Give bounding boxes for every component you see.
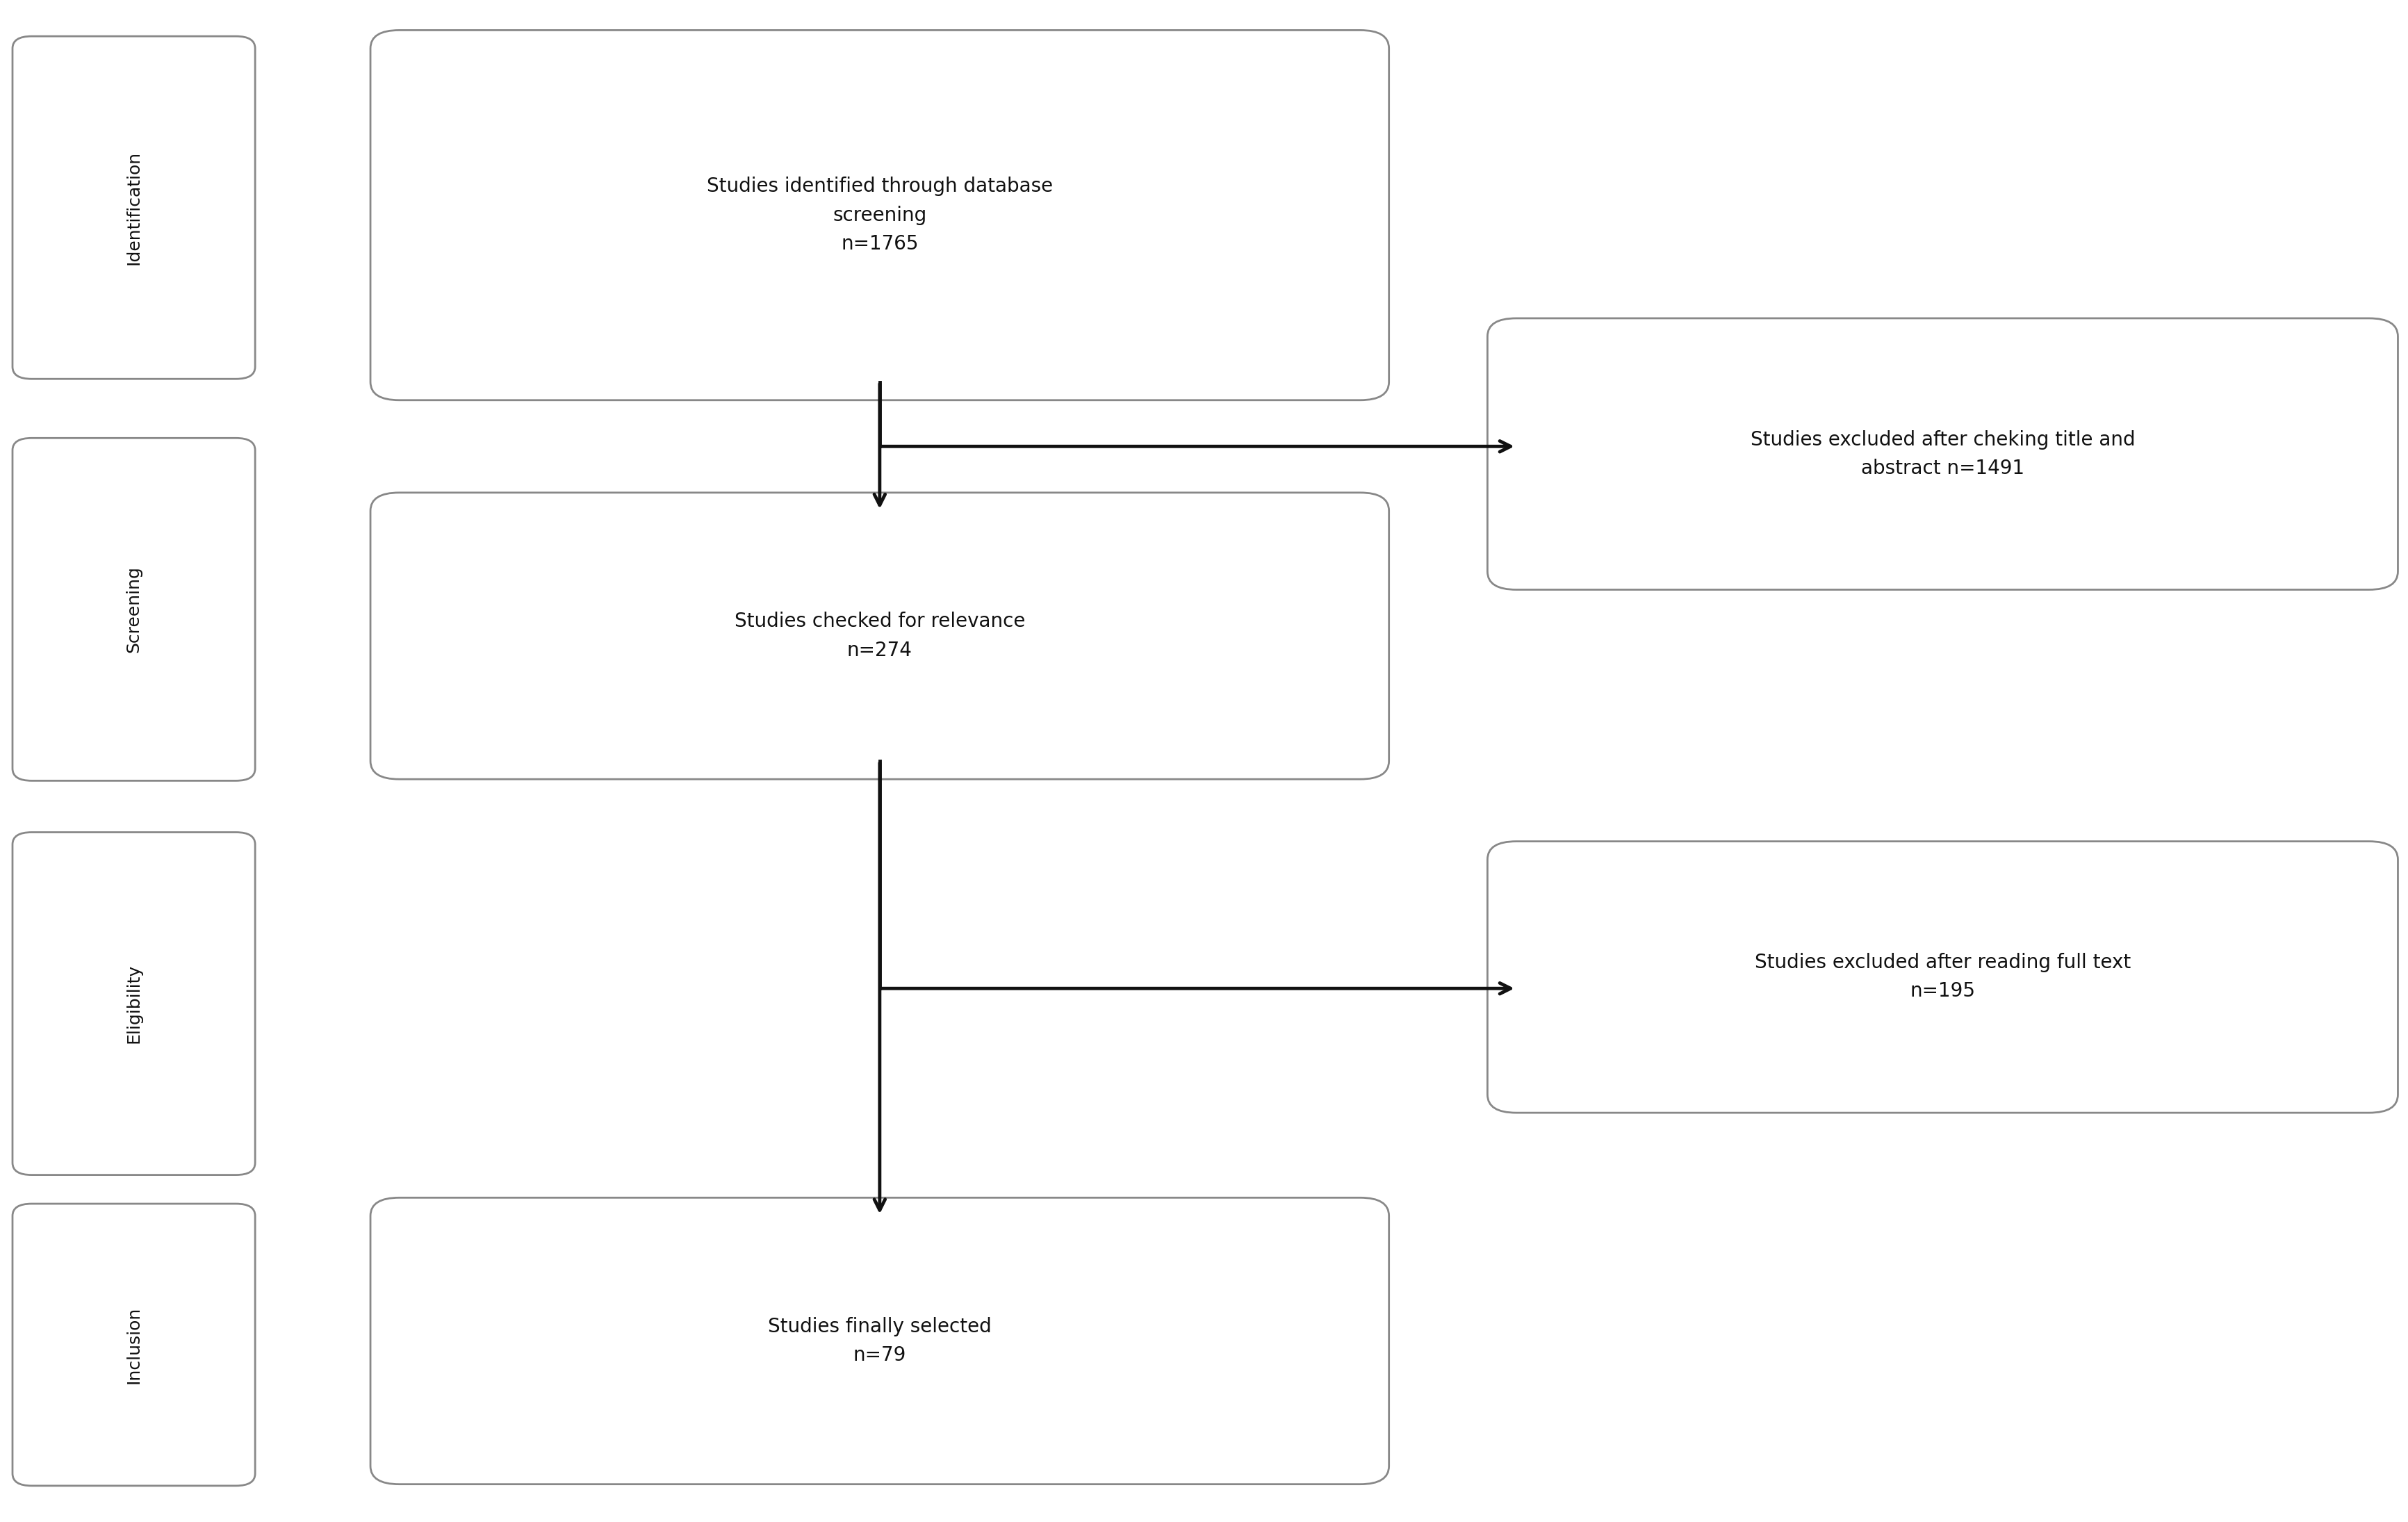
FancyBboxPatch shape — [12, 438, 255, 781]
FancyBboxPatch shape — [12, 833, 255, 1175]
FancyBboxPatch shape — [371, 1198, 1389, 1484]
Text: Studies excluded after reading full text
n=195: Studies excluded after reading full text… — [1755, 953, 2131, 1001]
Text: Identification: Identification — [125, 151, 142, 265]
FancyBboxPatch shape — [12, 37, 255, 379]
FancyBboxPatch shape — [371, 493, 1389, 779]
Text: Eligibility: Eligibility — [125, 963, 142, 1043]
Text: Studies finally selected
n=79: Studies finally selected n=79 — [768, 1317, 992, 1365]
Text: Screening: Screening — [125, 566, 142, 653]
Text: Studies checked for relevance
n=274: Studies checked for relevance n=274 — [734, 612, 1026, 661]
FancyBboxPatch shape — [371, 30, 1389, 400]
Text: Inclusion: Inclusion — [125, 1306, 142, 1383]
Text: Studies excluded after cheking title and
abstract n=1491: Studies excluded after cheking title and… — [1751, 429, 2136, 478]
FancyBboxPatch shape — [12, 1204, 255, 1485]
Text: Studies identified through database
screening
n=1765: Studies identified through database scre… — [706, 177, 1052, 254]
FancyBboxPatch shape — [1488, 842, 2398, 1113]
FancyBboxPatch shape — [1488, 318, 2398, 589]
